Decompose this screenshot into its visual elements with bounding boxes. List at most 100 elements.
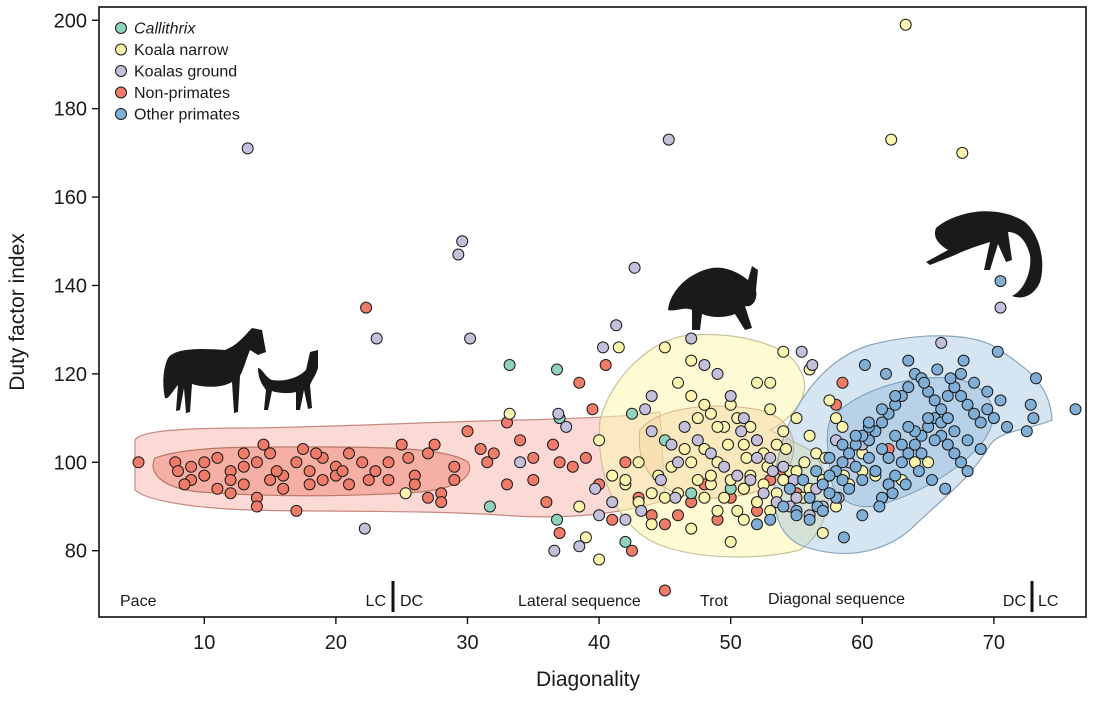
non-primates-point: [297, 443, 309, 455]
other-primates-point: [882, 451, 895, 464]
other-primates-point: [1024, 398, 1037, 411]
legend-marker: [115, 65, 127, 77]
non-primates-point: [599, 359, 612, 371]
koalas-ground-point: [806, 359, 819, 371]
y-tick-label: 100: [54, 452, 87, 474]
non-primates-point: [514, 434, 527, 447]
koala-narrow-point: [731, 504, 744, 517]
koala-narrow-point: [704, 469, 717, 482]
non-primates-point: [343, 447, 355, 460]
koalas-ground-point: [994, 301, 1007, 314]
koala-narrow-point: [619, 474, 632, 486]
other-primates-point: [918, 376, 931, 389]
other-primates-point: [751, 518, 763, 531]
koala-narrow-point: [737, 482, 750, 495]
other-primates-point: [837, 531, 850, 544]
non-primates-point: [422, 491, 434, 504]
y-tick-label: 180: [54, 99, 87, 121]
koala-narrow-point: [658, 491, 671, 504]
non-primates-point: [237, 478, 250, 491]
other-primates-point: [955, 456, 967, 469]
other-primates-point: [880, 367, 892, 380]
koalas-ground-point: [751, 434, 763, 447]
koalas-ground-point: [654, 474, 667, 486]
other-primates-point: [858, 359, 871, 371]
koalas-ground-point: [514, 456, 527, 469]
other-primates-point: [915, 447, 928, 460]
koala-narrow-point: [579, 531, 592, 544]
other-primates-point: [823, 469, 836, 482]
other-primates-point: [797, 474, 810, 486]
data-points: [132, 18, 1082, 597]
non-primates-point: [360, 301, 373, 314]
koala-narrow-point: [737, 513, 750, 526]
koalas-ground-point: [241, 142, 254, 155]
y-axis-title: Duty factor index: [6, 233, 29, 391]
non-primates-point: [527, 451, 540, 464]
legend-label: Koala narrow: [134, 42, 229, 59]
non-primates-point: [198, 456, 211, 469]
region-label-lateral: Lateral sequence: [518, 593, 641, 610]
region-label-lc-right: LC: [1038, 593, 1058, 610]
x-tick-label: 50: [720, 632, 742, 654]
other-primates-point: [823, 487, 836, 500]
other-primates-point: [955, 367, 967, 380]
non-primates-point: [310, 447, 323, 460]
x-tick-label: 40: [588, 632, 610, 654]
koala-narrow-point: [737, 438, 750, 451]
non-primates-point: [224, 474, 237, 486]
koalas-ground-point: [790, 491, 803, 504]
koalas-ground-point: [552, 407, 565, 420]
other-primates-point: [1027, 412, 1040, 425]
region-label-pace: Pace: [120, 593, 157, 610]
legend-marker: [115, 22, 127, 34]
koala-narrow-point: [764, 403, 777, 416]
koala-narrow-point: [685, 354, 698, 367]
koalas-ground-point: [593, 509, 606, 522]
non-primates-point: [290, 504, 303, 517]
other-primates-point: [764, 513, 777, 526]
other-primates-point: [955, 390, 967, 402]
y-tick-label: 160: [54, 187, 87, 209]
x-axis: 10 20 30 40 50 60 70: [193, 617, 1005, 654]
other-primates-point: [902, 447, 915, 460]
other-primates-point: [941, 438, 954, 451]
non-primates-point: [547, 438, 559, 451]
callithrix-point: [551, 513, 563, 526]
plot-frame: [98, 6, 1087, 618]
other-primates-point: [991, 345, 1004, 358]
x-tick-label: 30: [456, 632, 478, 654]
non-primates-point: [658, 584, 671, 597]
non-primates-point: [264, 474, 277, 486]
non-primates-point: [303, 465, 316, 478]
legend-marker: [115, 86, 127, 99]
y-tick-label: 80: [65, 541, 87, 563]
non-primates-point: [553, 456, 566, 469]
koala-narrow-point: [645, 518, 658, 531]
callithrix-point: [685, 487, 698, 500]
x-tick-label: 70: [983, 632, 1005, 654]
koalas-ground-point: [751, 451, 763, 464]
other-primates-point: [987, 412, 1000, 425]
koala-narrow-point: [722, 438, 734, 451]
y-axis: 80 100 120 140 160 180 200: [54, 10, 99, 563]
region-label-lc-left: LC: [366, 593, 386, 610]
other-primates-point: [843, 482, 856, 495]
koala-narrow-point: [645, 487, 658, 500]
koalas-ground-point: [691, 434, 704, 447]
region-label-dc-left: DC: [400, 593, 423, 610]
non-primates-point: [277, 482, 290, 495]
other-primates-point: [836, 474, 849, 486]
non-primates-point: [435, 496, 448, 509]
non-primates-point: [836, 376, 849, 389]
non-primates-point: [448, 474, 461, 486]
koala-narrow-point: [830, 412, 842, 425]
other-primates-point: [1020, 425, 1033, 438]
other-primates-point: [876, 403, 888, 416]
koala-narrow-point: [790, 412, 803, 425]
x-tick-label: 20: [325, 632, 347, 654]
other-primates-point: [899, 478, 912, 491]
legend-marker: [115, 43, 127, 56]
koalas-ground-point: [777, 460, 790, 473]
non-primates-point: [250, 456, 263, 469]
